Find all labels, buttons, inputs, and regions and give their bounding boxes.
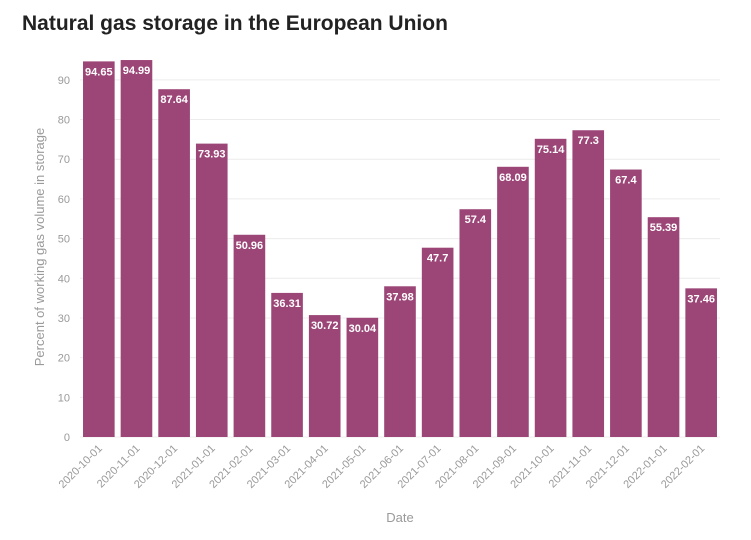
bar-2021-12-01[interactable] [610,169,642,437]
bar-2021-10-01[interactable] [534,138,567,437]
x-axis-label: Date [386,510,413,525]
data-label: 30.72 [311,320,339,332]
data-label: 75.14 [537,144,565,156]
y-tick-label: 30 [58,313,70,325]
y-tick-label: 60 [58,194,70,206]
bar-2021-11-01[interactable] [572,130,605,437]
y-tick-label: 70 [58,154,70,166]
bar-2021-02-01[interactable] [233,234,266,437]
data-label: 55.39 [650,222,678,234]
data-label: 30.04 [349,323,377,335]
y-tick-label: 40 [58,273,70,285]
data-label: 73.93 [198,149,226,161]
y-axis-ticks: 0 10 20 30 40 50 60 70 80 90 [58,75,70,444]
y-tick-label: 50 [58,234,70,246]
y-tick-label: 80 [58,115,70,127]
data-label: 87.64 [160,94,188,106]
data-label: 94.99 [123,65,151,77]
bar-2022-01-01[interactable] [647,217,680,437]
bar-2021-04-01[interactable] [308,315,341,437]
data-label: 57.4 [465,214,487,226]
bar-2021-09-01[interactable] [497,166,529,437]
bar-2021-05-01[interactable] [346,317,379,437]
data-label: 50.96 [236,240,264,252]
bar-2021-06-01[interactable] [384,286,416,437]
bar-2022-02-01[interactable] [685,288,717,437]
bar-2020-12-01[interactable] [158,89,190,437]
data-label: 68.09 [499,172,527,184]
x-axis-ticks: 2020-10-012020-11-012020-12-012021-01-01… [57,443,708,491]
bar-2021-01-01[interactable] [195,143,228,437]
data-label: 36.31 [273,298,301,310]
data-label: 94.65 [85,66,113,78]
bars [83,60,717,438]
y-tick-label: 10 [58,392,70,404]
bar-2021-03-01[interactable] [271,292,303,437]
bar-2021-07-01[interactable] [421,247,454,437]
y-tick-label: 0 [64,432,70,444]
bar-2020-10-01[interactable] [83,61,115,437]
chart-title: Natural gas storage in the European Unio… [22,12,448,35]
y-tick-label: 90 [58,75,70,87]
data-label: 47.7 [427,253,448,265]
data-label: 77.3 [578,135,599,147]
data-labels: 94.65 94.99 87.64 73.93 50.96 36.31 30.72 30.04… [85,65,715,335]
data-label: 37.46 [687,293,715,305]
bar-2021-08-01[interactable] [459,209,492,437]
data-label: 37.98 [386,291,414,303]
bar-2020-11-01[interactable] [120,60,153,438]
data-label: 67.4 [615,175,637,187]
y-axis-label: Percent of working gas volume in storage [32,128,47,366]
y-tick-label: 20 [58,353,70,365]
